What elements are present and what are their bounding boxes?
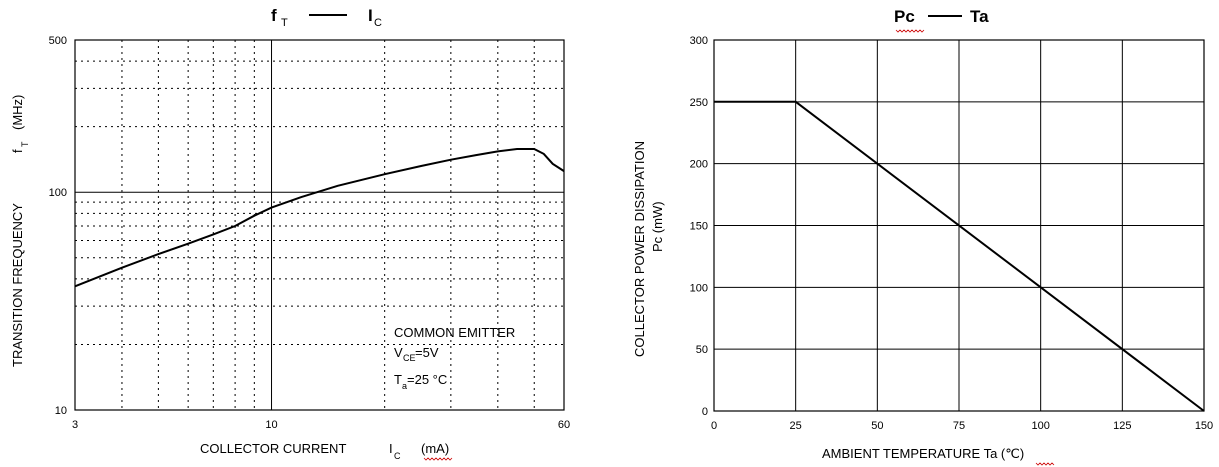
ft-y-axis-label: TRANSITION FREQUENCY — [10, 203, 25, 367]
pc-tick-labels: 0 25 50 75 100 125 150 0 50 100 150 200 250 300 — [690, 35, 1214, 432]
ft-y-axis-symbol: f — [10, 149, 25, 153]
pc-unit-squiggle — [1035, 462, 1055, 466]
pc-y-axis-label2: Pc (mW) — [650, 201, 665, 252]
pc-y-tick-label: 0 — [702, 406, 708, 418]
pc-y-axis-label-group: COLLECTOR POWER DISSIPATION — [632, 141, 647, 357]
annotation-vce-sub: CE — [403, 353, 416, 363]
pc-y-tick-label: 250 — [690, 97, 708, 109]
ft-unit-squiggle — [423, 457, 453, 461]
ft-x-axis-symbol: I — [389, 441, 393, 456]
ft-title-ic-sub: C — [374, 17, 382, 29]
annotation-ta-sub: a — [402, 381, 407, 391]
pc-y-tick-label: 150 — [690, 221, 708, 233]
ft-y-axis-unit: (MHz) — [10, 95, 25, 130]
ft-x-axis-label: COLLECTOR CURRENT — [200, 441, 346, 456]
pc-x-tick-label: 0 — [711, 420, 717, 432]
pc-x-tick-label: 150 — [1195, 420, 1213, 432]
pc-title-squiggle — [895, 29, 925, 33]
ft-grid — [75, 40, 564, 410]
pc-title-ta: Ta — [970, 7, 989, 26]
pc-x-axis-label: AMBIENT TEMPERATURE Ta (℃) — [822, 446, 1024, 461]
pc-series-line — [714, 100, 1205, 412]
annotation-ta-value: =25 °C — [407, 372, 447, 387]
pc-x-tick-label: 100 — [1031, 420, 1049, 432]
ft-x-axis-unit: (mA) — [421, 441, 449, 456]
annotation-common-emitter: COMMON EMITTER — [394, 325, 515, 340]
pc-y-axis-label2-group: Pc (mW) — [650, 201, 665, 252]
ft-series-line — [74, 148, 565, 288]
ft-tick-labels: 3 10 60 10 100 500 — [49, 35, 570, 431]
ft-y-tick-label: 500 — [49, 35, 67, 47]
ft-ic-chart: f T I C 3 10 60 10 100 500 COMMON EMITTER V C… — [10, 6, 570, 461]
ft-x-tick-label: 60 — [558, 419, 570, 431]
ft-x-tick-label: 3 — [72, 419, 78, 431]
pc-x-tick-label: 125 — [1113, 420, 1131, 432]
pc-y-tick-label: 100 — [690, 282, 708, 294]
ft-y-tick-label: 10 — [55, 405, 67, 417]
pc-y-tick-label: 200 — [690, 159, 708, 171]
ft-title-f: f — [271, 6, 277, 25]
ft-title-f-sub: T — [281, 17, 288, 29]
pc-x-tick-label: 75 — [953, 420, 965, 432]
pc-y-axis-label: COLLECTOR POWER DISSIPATION — [632, 141, 647, 357]
ft-x-axis-symbol-sub: C — [394, 451, 401, 461]
ft-annotation: COMMON EMITTER V CE =5V T a =25 °C — [394, 325, 515, 391]
pc-y-tick-label: 50 — [696, 344, 708, 356]
pc-ta-chart: Pc Ta 0 25 50 75 100 125 150 0 50 100 150 200 250 300… — [632, 7, 1214, 466]
ft-y-axis-label-group: TRANSITION FREQUENCY f T (MHz) — [10, 95, 30, 367]
ft-x-tick-label: 10 — [265, 419, 277, 431]
ft-title-ic: I — [368, 6, 373, 25]
annotation-vce-value: =5V — [415, 345, 439, 360]
ft-y-tick-label: 100 — [49, 187, 67, 199]
ft-y-axis-symbol-sub: T — [20, 141, 30, 147]
pc-y-tick-label: 300 — [690, 35, 708, 47]
pc-x-tick-label: 50 — [871, 420, 883, 432]
annotation-vce-v: V — [394, 345, 403, 360]
ft-plot-frame — [74, 39, 565, 411]
pc-title-pc: Pc — [894, 7, 915, 26]
pc-x-tick-label: 25 — [790, 420, 802, 432]
annotation-ta-t: T — [394, 372, 402, 387]
